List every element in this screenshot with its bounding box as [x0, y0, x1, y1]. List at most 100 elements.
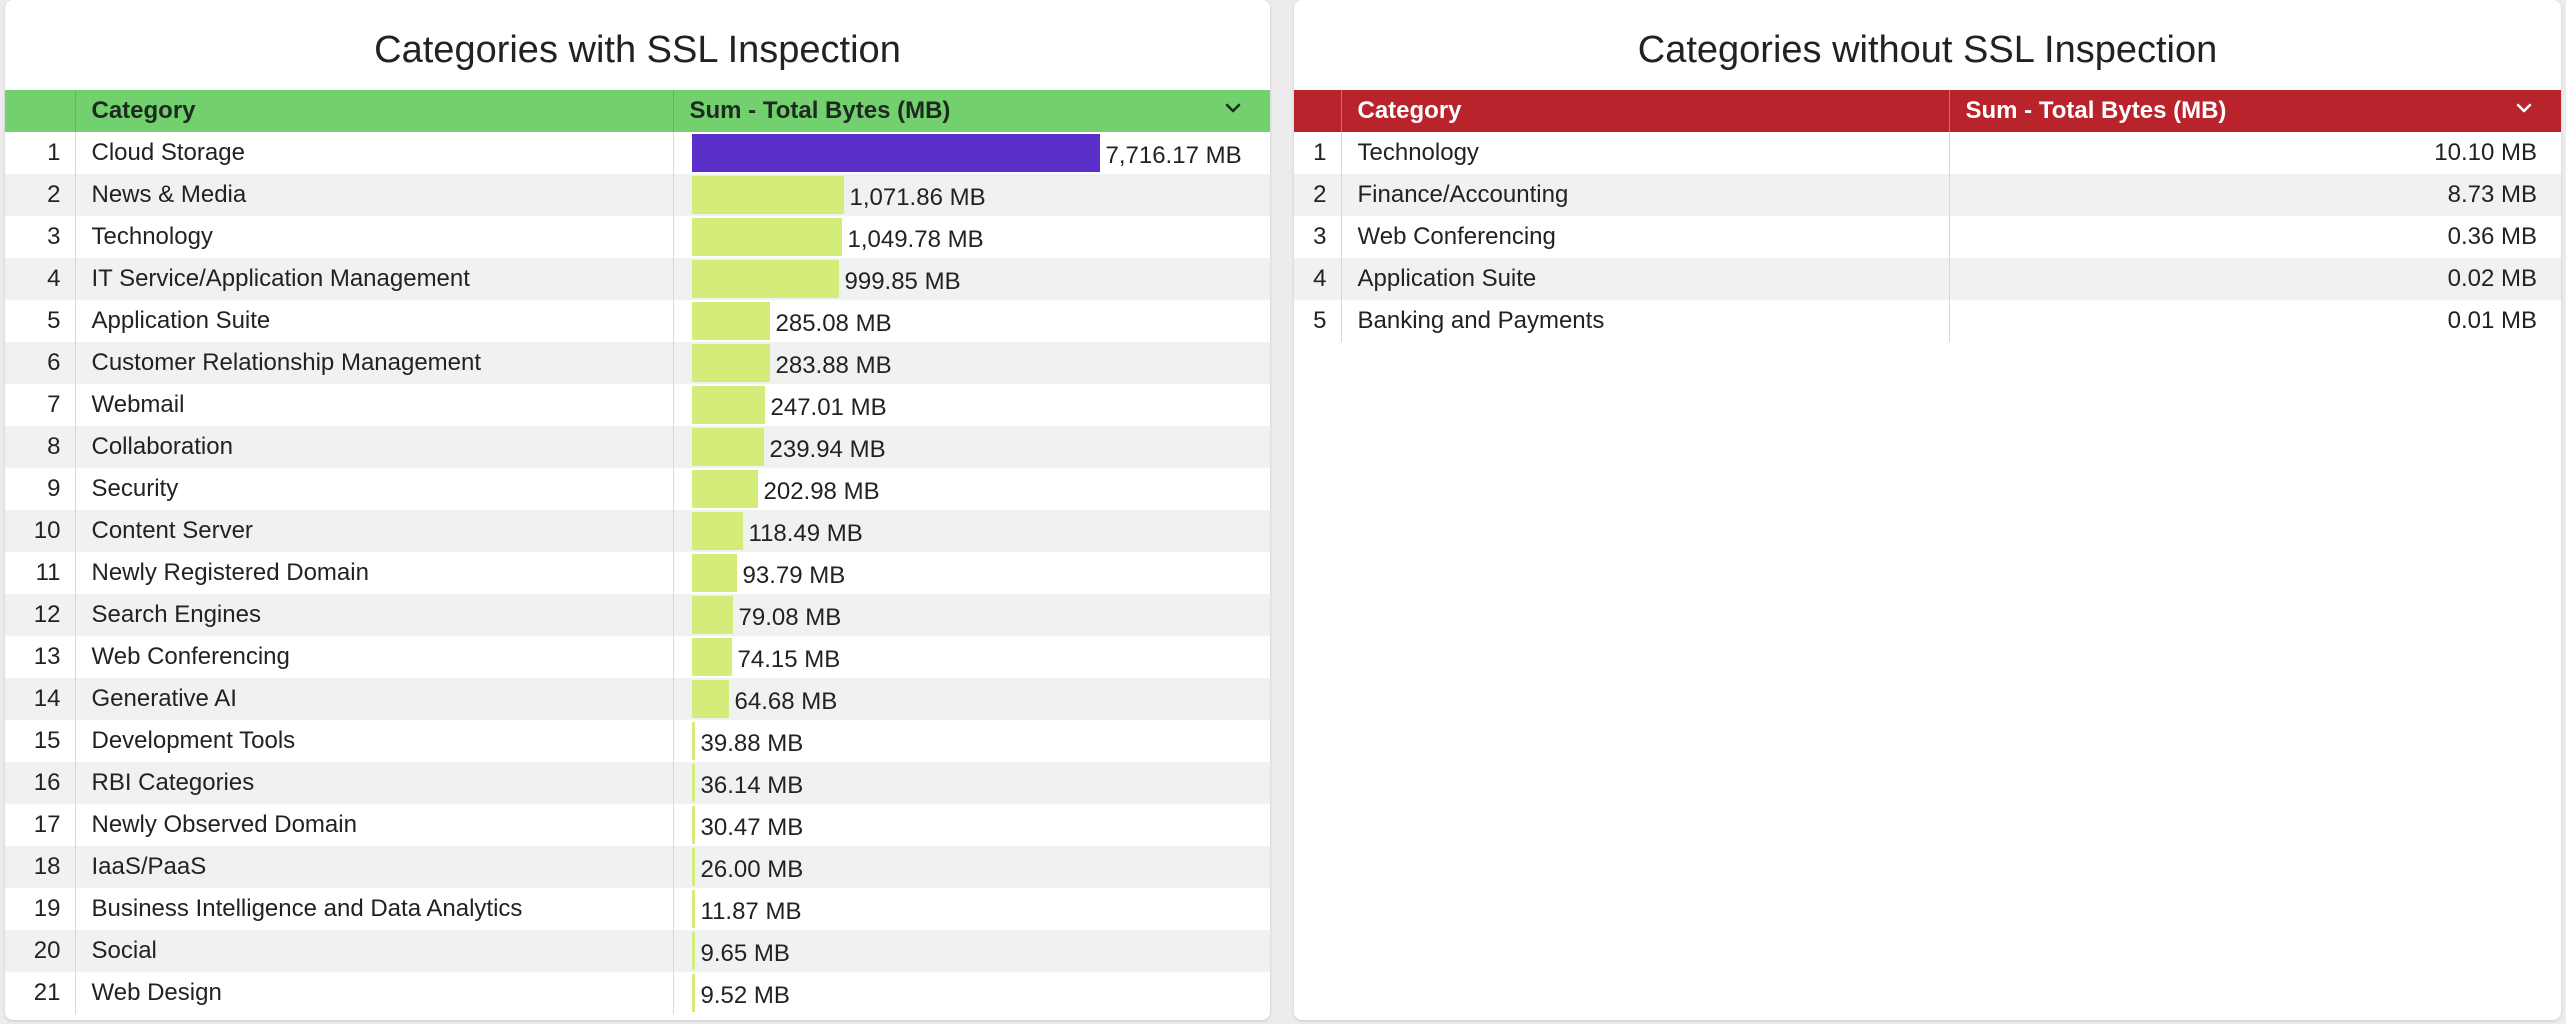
data-bar	[691, 302, 770, 340]
table-row[interactable]: 3 Technology 1,049.78 MB	[5, 216, 1270, 258]
row-index: 9	[47, 475, 61, 502]
table-row[interactable]: 10 Content Server 118.49 MB	[5, 510, 1270, 552]
chevron-down-icon[interactable]	[1222, 97, 1244, 126]
category-cell: Finance/Accounting	[1340, 174, 1949, 216]
total-bytes-value: 247.01 MB	[770, 394, 887, 421]
table-row[interactable]: 15 Development Tools 39.88 MB	[5, 720, 1270, 762]
row-index: 13	[33, 643, 61, 670]
table-row[interactable]: 19 Business Intelligence and Data Analyti…	[5, 888, 1270, 930]
table-row[interactable]: 9 Security 202.98 MB	[5, 468, 1270, 510]
table-row[interactable]: 2 News & Media 1,071.86 MB	[5, 174, 1270, 216]
row-index: 2	[5, 174, 75, 216]
row-index: 5	[47, 307, 61, 334]
total-bytes-cell: 283.88 MB	[672, 342, 1270, 384]
table-row[interactable]: 21 Web Design 9.52 MB	[5, 972, 1270, 1014]
table-row[interactable]: 1 Cloud Storage 7,716.17 MB	[5, 132, 1270, 174]
category-cell: Technology	[1340, 132, 1949, 174]
table-row[interactable]: 3 Web Conferencing 0.36 MB	[1294, 216, 2561, 258]
category-cell: IaaS/PaaS	[74, 846, 673, 888]
index-column-header	[5, 90, 75, 132]
table-row[interactable]: 4 Application Suite 0.02 MB	[1294, 258, 2561, 300]
table-row[interactable]: 16 RBI Categories 36.14 MB	[5, 762, 1270, 804]
total-bytes-cell: 64.68 MB	[672, 678, 1270, 720]
chevron-down-icon[interactable]	[2513, 97, 2535, 126]
row-index: 14	[5, 678, 75, 720]
category-cell: Customer Relationship Management	[74, 342, 673, 384]
table-row[interactable]: 5 Banking and Payments 0.01 MB	[1294, 300, 2561, 342]
category-column-header[interactable]: Category	[74, 90, 673, 132]
row-index: 12	[5, 594, 75, 636]
total-bytes-value: 239.94 MB	[769, 436, 886, 463]
total-bytes-value: 64.68 MB	[734, 688, 838, 715]
category-cell: RBI Categories	[74, 762, 673, 804]
table-row[interactable]: 1 Technology 10.10 MB	[1294, 132, 2561, 174]
category-name: Business Intelligence and Data Analytics	[91, 895, 523, 922]
total-bytes-cell: 11.87 MB	[672, 888, 1270, 930]
data-bar	[691, 890, 695, 928]
data-bar	[691, 176, 844, 214]
table-row[interactable]: 6 Customer Relationship Management 283.88 …	[5, 342, 1270, 384]
data-bar	[691, 806, 695, 844]
total-bytes-cell: 0.02 MB	[1948, 258, 2561, 300]
total-bytes-column-header[interactable]: Sum - Total Bytes (MB)	[672, 90, 1270, 132]
category-cell: Banking and Payments	[1340, 300, 1949, 342]
total-bytes-cell: 30.47 MB	[672, 804, 1270, 846]
table-header-row: Category Sum - Total Bytes (MB)	[5, 90, 1270, 132]
total-bytes-cell: 8.73 MB	[1948, 174, 2561, 216]
data-bar	[691, 470, 758, 508]
data-bar	[691, 386, 765, 424]
category-cell: Social	[74, 930, 673, 972]
total-bytes-value: 1,071.86 MB	[849, 184, 986, 211]
data-bar	[691, 974, 695, 1012]
category-name: RBI Categories	[91, 769, 255, 796]
row-index: 3	[47, 223, 61, 250]
table-row[interactable]: 18 IaaS/PaaS 26.00 MB	[5, 846, 1270, 888]
row-index: 20	[5, 930, 75, 972]
data-bar	[691, 554, 737, 592]
table-row[interactable]: 5 Application Suite 285.08 MB	[5, 300, 1270, 342]
index-column-header	[1294, 90, 1341, 132]
category-name: Collaboration	[91, 433, 233, 460]
table-row[interactable]: 7 Webmail 247.01 MB	[5, 384, 1270, 426]
category-name: Webmail	[91, 391, 185, 418]
category-name: Application Suite	[1357, 265, 1537, 292]
total-bytes-column-header[interactable]: Sum - Total Bytes (MB)	[1948, 90, 2561, 132]
total-bytes-value: 202.98 MB	[763, 478, 880, 505]
category-cell: Web Conferencing	[1340, 216, 1949, 258]
total-bytes-value: 999.85 MB	[844, 268, 961, 295]
category-name: Generative AI	[91, 685, 237, 712]
table-row[interactable]: 4 IT Service/Application Management 999.85…	[5, 258, 1270, 300]
ssl-not-inspected-table: Category Sum - Total Bytes (MB) 1 Technol…	[1294, 90, 2561, 342]
table-row[interactable]: 13 Web Conferencing 74.15 MB	[5, 636, 1270, 678]
data-bar	[691, 932, 695, 970]
row-index: 3	[1313, 223, 1327, 250]
table-row[interactable]: 20 Social 9.65 MB	[5, 930, 1270, 972]
category-name: IaaS/PaaS	[91, 853, 207, 880]
table-row[interactable]: 2 Finance/Accounting 8.73 MB	[1294, 174, 2561, 216]
category-column-header[interactable]: Category	[1340, 90, 1949, 132]
category-name: Finance/Accounting	[1357, 181, 1569, 208]
category-name: News & Media	[91, 181, 247, 208]
table-row[interactable]: 11 Newly Registered Domain 93.79 MB	[5, 552, 1270, 594]
ssl-inspected-panel: Categories with SSL Inspection Category …	[5, 0, 1270, 1020]
table-row[interactable]: 14 Generative AI 64.68 MB	[5, 678, 1270, 720]
panel-title: Categories with SSL Inspection	[374, 29, 901, 71]
data-bar	[691, 428, 764, 466]
table-row[interactable]: 8 Collaboration 239.94 MB	[5, 426, 1270, 468]
total-bytes-cell: 7,716.17 MB	[672, 132, 1270, 174]
total-bytes-value: 1,049.78 MB	[847, 226, 984, 253]
total-bytes-value: 283.88 MB	[775, 352, 892, 379]
data-bar	[691, 596, 733, 634]
category-cell: Search Engines	[74, 594, 673, 636]
table-row[interactable]: 17 Newly Observed Domain 30.47 MB	[5, 804, 1270, 846]
total-bytes-column-label: Sum - Total Bytes (MB)	[1965, 96, 2227, 124]
category-cell: Web Conferencing	[74, 636, 673, 678]
total-bytes-cell: 239.94 MB	[672, 426, 1270, 468]
category-cell: IT Service/Application Management	[74, 258, 673, 300]
row-index: 7	[47, 391, 61, 418]
category-name: Technology	[91, 223, 213, 250]
table-row[interactable]: 12 Search Engines 79.08 MB	[5, 594, 1270, 636]
category-cell: Cloud Storage	[74, 132, 673, 174]
data-bar	[691, 134, 1100, 172]
